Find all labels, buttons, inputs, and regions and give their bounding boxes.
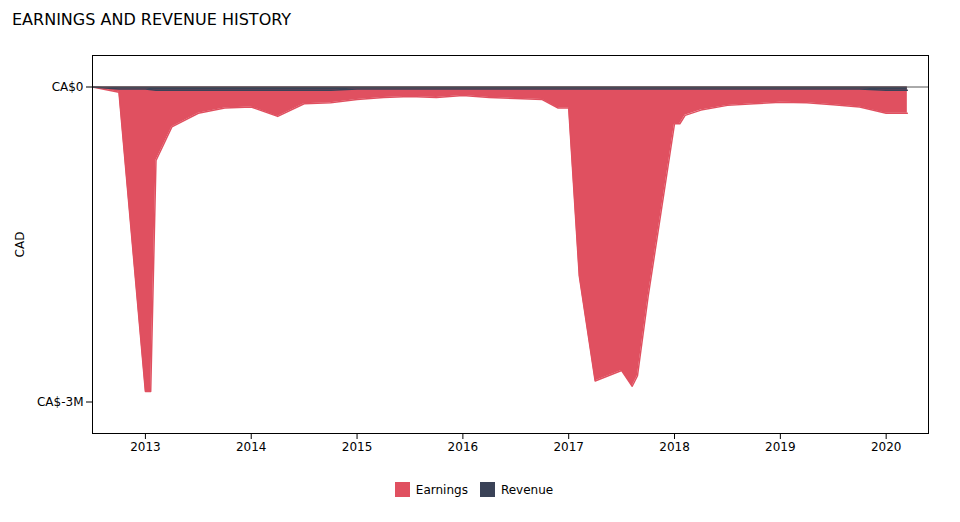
svg-text:CA$-3M: CA$-3M bbox=[37, 395, 84, 409]
svg-text:2016: 2016 bbox=[448, 440, 479, 454]
html-text:Revenue: Revenue bbox=[500, 482, 554, 497]
svg-text:2019: 2019 bbox=[765, 440, 796, 454]
svg-text:2014: 2014 bbox=[236, 440, 267, 454]
html-text:EARNINGS AND REVENUE HISTORY: EARNINGS AND REVENUE HISTORY bbox=[12, 10, 292, 29]
svg-text:2017: 2017 bbox=[553, 440, 584, 454]
svg-text:CA$0: CA$0 bbox=[52, 80, 84, 94]
svg-text:CAD: CAD bbox=[13, 232, 27, 258]
svg-text:2013: 2013 bbox=[130, 440, 161, 454]
svg-text:2015: 2015 bbox=[342, 440, 373, 454]
svg-text:2018: 2018 bbox=[659, 440, 690, 454]
html-text:Earnings: Earnings bbox=[415, 482, 468, 497]
svg-text:2020: 2020 bbox=[871, 440, 902, 454]
